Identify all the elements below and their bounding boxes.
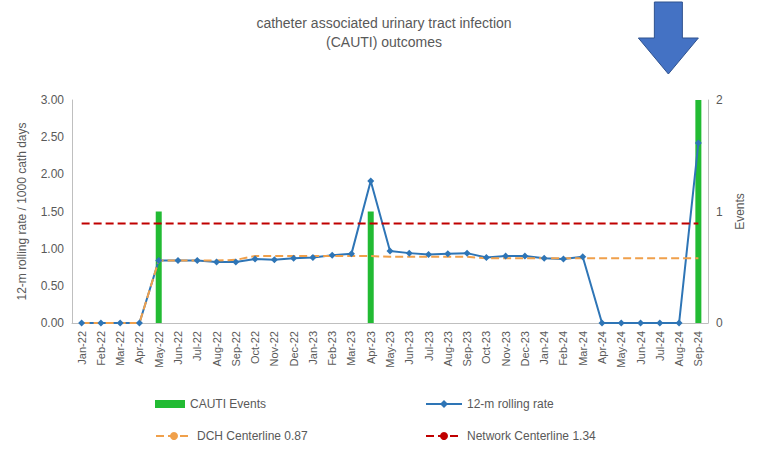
svg-text:Network Centerline 1.34: Network Centerline 1.34 <box>467 429 596 443</box>
svg-text:catheter associated urinary tr: catheter associated urinary tract infect… <box>256 15 511 31</box>
svg-text:Nov-22: Nov-22 <box>268 331 280 366</box>
svg-text:Feb-23: Feb-23 <box>326 331 338 366</box>
svg-text:12-m rolling rate / 1000 cath: 12-m rolling rate / 1000 cath days <box>15 122 29 300</box>
svg-text:Sep-23: Sep-23 <box>461 331 473 366</box>
svg-text:Aug-23: Aug-23 <box>442 331 454 366</box>
svg-text:Feb-22: Feb-22 <box>95 331 107 366</box>
svg-text:Apr-23: Apr-23 <box>365 331 377 364</box>
svg-text:Jul-23: Jul-23 <box>423 331 435 361</box>
svg-text:(CAUTI) outcomes: (CAUTI) outcomes <box>326 34 442 50</box>
svg-text:2.00: 2.00 <box>41 167 65 181</box>
svg-text:May-22: May-22 <box>153 331 165 368</box>
svg-text:1: 1 <box>716 205 723 219</box>
svg-text:Jan-22: Jan-22 <box>76 331 88 365</box>
svg-text:1.00: 1.00 <box>41 242 65 256</box>
svg-text:Nov-23: Nov-23 <box>500 331 512 366</box>
svg-text:2: 2 <box>716 93 723 107</box>
svg-text:CAUTI Events: CAUTI Events <box>190 397 266 411</box>
svg-text:1.50: 1.50 <box>41 205 65 219</box>
svg-text:Aug-24: Aug-24 <box>673 331 685 366</box>
svg-text:Jul-24: Jul-24 <box>654 331 666 361</box>
svg-text:0: 0 <box>716 316 723 330</box>
svg-text:Dec-23: Dec-23 <box>519 331 531 366</box>
svg-text:Dec-22: Dec-22 <box>288 331 300 366</box>
svg-text:Jun-24: Jun-24 <box>635 331 647 365</box>
svg-text:Events: Events <box>733 193 747 230</box>
svg-text:Mar-22: Mar-22 <box>114 331 126 366</box>
svg-text:0.00: 0.00 <box>41 316 65 330</box>
svg-text:May-24: May-24 <box>615 331 627 368</box>
svg-text:2.50: 2.50 <box>41 130 65 144</box>
svg-text:Aug-22: Aug-22 <box>211 331 223 366</box>
svg-text:12-m rolling rate: 12-m rolling rate <box>467 397 554 411</box>
svg-text:Mar-23: Mar-23 <box>345 331 357 366</box>
svg-text:Apr-24: Apr-24 <box>596 331 608 364</box>
svg-text:Oct-22: Oct-22 <box>249 331 261 364</box>
svg-text:Jul-22: Jul-22 <box>191 331 203 361</box>
svg-text:Feb-24: Feb-24 <box>557 331 569 366</box>
svg-text:Jan-24: Jan-24 <box>538 331 550 365</box>
svg-text:Oct-23: Oct-23 <box>480 331 492 364</box>
svg-text:Jun-22: Jun-22 <box>172 331 184 365</box>
svg-text:May-23: May-23 <box>384 331 396 368</box>
svg-text:Jun-23: Jun-23 <box>403 331 415 365</box>
svg-text:0.50: 0.50 <box>41 279 65 293</box>
svg-text:Jan-23: Jan-23 <box>307 331 319 365</box>
svg-text:Apr-22: Apr-22 <box>133 331 145 364</box>
svg-text:DCH Centerline 0.87: DCH Centerline 0.87 <box>197 429 308 443</box>
svg-text:3.00: 3.00 <box>41 93 65 107</box>
svg-text:Sep-22: Sep-22 <box>230 331 242 366</box>
svg-text:Mar-24: Mar-24 <box>577 331 589 366</box>
svg-text:Sep-24: Sep-24 <box>692 331 704 366</box>
